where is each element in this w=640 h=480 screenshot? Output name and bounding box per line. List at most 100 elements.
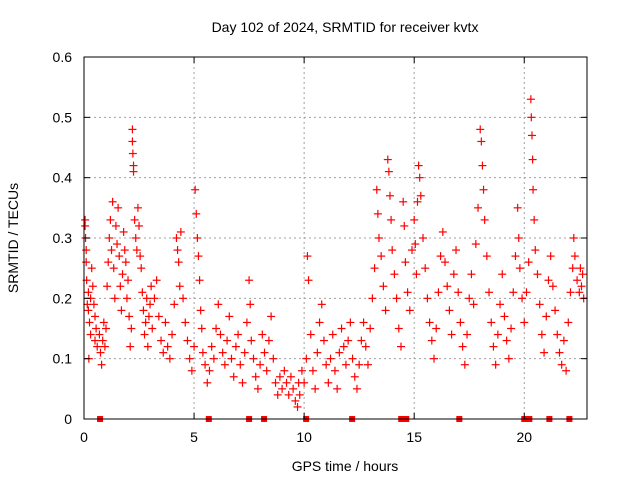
data-point bbox=[289, 384, 298, 393]
data-point bbox=[92, 324, 101, 333]
data-point bbox=[174, 258, 183, 267]
data-point bbox=[144, 312, 153, 321]
data-point bbox=[411, 240, 420, 249]
data-point bbox=[524, 258, 533, 267]
data-point bbox=[399, 197, 408, 206]
data-point bbox=[258, 330, 267, 339]
data-point bbox=[392, 294, 401, 303]
data-point bbox=[546, 252, 555, 261]
data-point bbox=[168, 330, 177, 339]
data-point bbox=[282, 378, 291, 387]
data-point bbox=[513, 203, 522, 212]
data-point bbox=[578, 270, 587, 279]
data-point bbox=[185, 354, 194, 363]
data-point bbox=[311, 384, 320, 393]
data-point bbox=[129, 167, 138, 176]
data-point bbox=[551, 306, 560, 315]
data-point bbox=[297, 366, 306, 375]
data-point bbox=[223, 336, 232, 345]
data-point bbox=[370, 264, 379, 273]
data-point bbox=[528, 155, 537, 164]
data-point bbox=[207, 342, 216, 351]
data-point bbox=[319, 336, 328, 345]
data-point bbox=[108, 197, 117, 206]
data-point bbox=[383, 155, 392, 164]
data-point bbox=[84, 306, 93, 315]
data-point bbox=[432, 324, 441, 333]
data-point bbox=[88, 282, 97, 291]
data-point bbox=[91, 312, 100, 321]
data-point bbox=[98, 336, 107, 345]
data-point bbox=[303, 252, 312, 261]
data-point bbox=[209, 354, 218, 363]
data-point bbox=[170, 300, 179, 309]
x-tick-label: 10 bbox=[296, 429, 312, 445]
data-point bbox=[566, 288, 575, 297]
data-point bbox=[116, 282, 125, 291]
data-point bbox=[295, 390, 304, 399]
data-point bbox=[531, 246, 540, 255]
data-point bbox=[142, 294, 151, 303]
data-point bbox=[548, 282, 557, 291]
data-point bbox=[363, 360, 372, 369]
data-point bbox=[304, 276, 313, 285]
data-point bbox=[447, 330, 456, 339]
data-point bbox=[119, 227, 128, 236]
data-point bbox=[194, 252, 203, 261]
data-point bbox=[374, 234, 383, 242]
x-tick-label: 15 bbox=[406, 429, 422, 445]
data-point bbox=[89, 300, 98, 309]
data-point bbox=[324, 378, 333, 387]
data-point bbox=[394, 324, 403, 333]
data-point bbox=[293, 402, 302, 411]
data-point bbox=[396, 342, 405, 351]
data-point bbox=[247, 336, 256, 345]
data-point bbox=[569, 234, 578, 242]
data-point bbox=[138, 288, 147, 297]
data-point bbox=[128, 125, 137, 134]
data-point bbox=[520, 318, 529, 327]
data-point bbox=[172, 234, 181, 242]
data-point bbox=[529, 185, 538, 194]
data-point bbox=[140, 330, 149, 339]
data-point bbox=[193, 234, 202, 242]
data-point bbox=[460, 360, 469, 369]
data-point bbox=[141, 318, 150, 327]
data-point bbox=[147, 282, 156, 291]
data-point bbox=[467, 270, 476, 279]
data-point bbox=[84, 288, 93, 297]
data-point bbox=[458, 342, 467, 351]
data-point bbox=[86, 330, 95, 339]
data-point bbox=[423, 294, 432, 303]
data-point bbox=[216, 330, 225, 339]
data-point bbox=[187, 366, 196, 375]
data-point bbox=[491, 360, 500, 369]
data-point bbox=[214, 300, 223, 309]
y-tick-label: 0.4 bbox=[53, 170, 73, 186]
data-point bbox=[415, 173, 424, 182]
data-point bbox=[154, 312, 163, 321]
data-point bbox=[366, 324, 375, 333]
data-point bbox=[478, 161, 487, 170]
data-point bbox=[183, 336, 192, 345]
data-point bbox=[284, 390, 293, 399]
data-point bbox=[120, 246, 129, 255]
data-point bbox=[511, 252, 520, 261]
data-point bbox=[130, 215, 139, 224]
data-point bbox=[146, 300, 155, 309]
data-point bbox=[479, 185, 488, 194]
data-point bbox=[269, 354, 278, 363]
data-point bbox=[181, 318, 190, 327]
data-point bbox=[195, 276, 204, 285]
data-point bbox=[339, 342, 348, 351]
data-point bbox=[246, 300, 255, 309]
data-points bbox=[81, 95, 588, 422]
data-point bbox=[493, 330, 502, 339]
data-point bbox=[427, 336, 436, 345]
data-point bbox=[359, 318, 368, 327]
data-point bbox=[93, 342, 102, 351]
data-point bbox=[198, 348, 207, 357]
y-axis-label: SRMTID / TECUs bbox=[5, 183, 21, 293]
data-point bbox=[260, 348, 269, 357]
data-point bbox=[117, 306, 126, 315]
